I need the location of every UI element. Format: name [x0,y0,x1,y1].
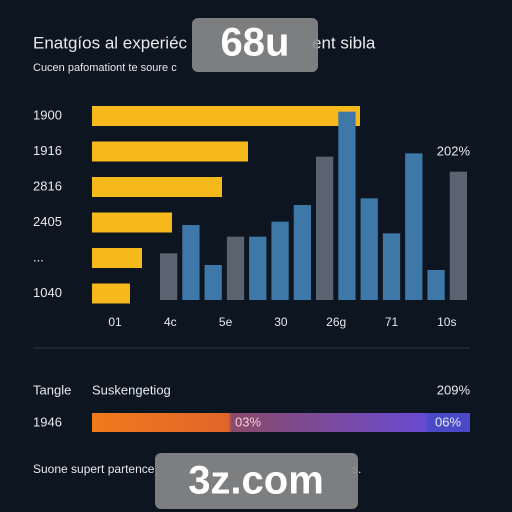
bar [92,141,248,162]
column [182,225,200,300]
progress-row-label: 1946 [33,414,62,429]
watermark: 3z.com [188,459,324,503]
progress-left: 03% [235,414,261,429]
bar-label: 1916 [33,143,62,158]
progress-right: 06% [435,414,461,429]
bar-label: ... [33,249,44,264]
watermark: 68u [221,21,290,65]
column [249,236,267,300]
title: Enatgíos al experiéc [33,33,188,52]
column [316,156,334,300]
x-tick-label: 5e [219,315,233,329]
progress-bar [92,413,470,432]
subtitle: Cucen pafomationt te soure c [33,62,177,74]
column [226,236,245,300]
bar [92,283,130,304]
bar [92,106,360,126]
bar-label: 1040 [33,285,62,300]
x-tick-label: 71 [385,315,399,329]
column [338,111,356,301]
progress-name: Suskengetiog [92,382,171,397]
progress-label: Tangle [33,382,71,397]
x-tick-label: 4c [164,315,177,329]
column [160,253,178,300]
column [293,205,311,300]
bar-label: 2405 [33,214,62,229]
footer: Suone supert partence [33,462,155,476]
column [449,171,467,300]
watermark-box [192,18,318,72]
column [382,233,401,300]
bar [92,248,142,268]
column [427,270,445,300]
column [405,153,423,300]
bar-label: 2816 [33,178,62,193]
x-tick-label: 01 [108,315,122,329]
progress-total: 209% [437,382,471,397]
annotation: 202% [437,143,471,158]
column [204,265,222,300]
column [360,198,378,300]
x-tick-label: 30 [274,315,288,329]
bar-label: 1900 [33,107,62,122]
title-end: ent sibla [312,33,376,52]
bar [92,212,172,233]
bar [92,177,222,197]
x-tick-label: 26g [326,315,346,329]
watermark-box [155,453,358,509]
watermarks: 68u 3z.com [155,18,358,509]
x-tick-label: 10s [437,315,456,329]
column [271,221,289,300]
